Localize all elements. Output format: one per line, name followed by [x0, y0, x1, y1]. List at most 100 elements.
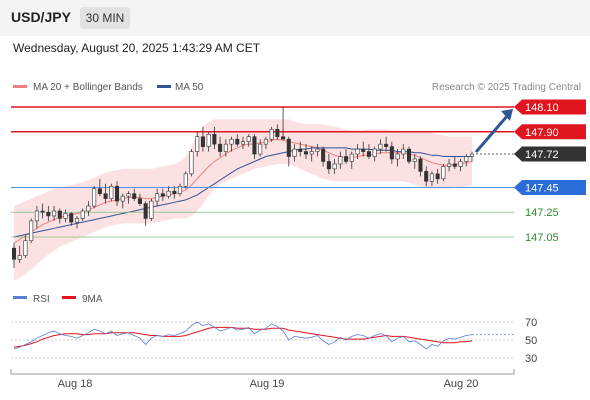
legend-ma20-label: MA 20 + Bollinger Bands — [33, 82, 143, 93]
candle-body — [407, 148, 412, 162]
x-tick-label: Aug 19 — [250, 378, 285, 390]
candle-body — [229, 138, 234, 145]
candle-body — [115, 185, 120, 202]
candle-body — [218, 143, 223, 152]
level-label-2: 147.72 — [525, 149, 559, 161]
candle-body — [429, 173, 434, 182]
timeframe-button[interactable]: 30 MIN — [80, 7, 130, 29]
level-label-5: 147.05 — [525, 232, 559, 244]
candle-body — [103, 193, 108, 199]
candle-body — [447, 163, 452, 167]
candle-body — [189, 151, 194, 175]
level-label-1: 147.90 — [525, 127, 559, 139]
rsi-ma9-line — [13, 326, 473, 348]
candle-body — [29, 220, 34, 242]
candle-body — [17, 255, 22, 260]
candle-body — [212, 133, 217, 145]
legend-9ma-label: 9MA — [82, 294, 103, 305]
candle-body — [263, 138, 268, 145]
forecast-arrow-head — [501, 109, 513, 121]
top-bar: USD/JPY 30 MIN — [0, 0, 590, 36]
candle-body — [132, 193, 137, 199]
legend-ma50-label: MA 50 — [175, 82, 204, 93]
candle-body — [338, 156, 343, 165]
candle-body — [183, 173, 188, 187]
level-tag-2 — [514, 146, 586, 162]
legend-ma20-swatch — [13, 85, 27, 88]
x-tick-label: Aug 20 — [444, 378, 479, 390]
candle-body — [378, 143, 383, 150]
time-axis — [10, 369, 515, 375]
candle-body — [23, 240, 28, 256]
candle-body — [355, 148, 360, 155]
candle-body — [321, 148, 326, 162]
candle-body — [349, 153, 354, 162]
candle-body — [74, 218, 79, 223]
candle-body — [240, 141, 246, 145]
candle-body — [63, 213, 68, 219]
candle-body — [246, 136, 251, 142]
candle-body — [344, 156, 349, 162]
candle-body — [435, 173, 440, 180]
candle-body — [372, 148, 377, 157]
source-label: Research © 2025 Trading Central — [432, 82, 581, 93]
candle-body — [80, 210, 85, 219]
candle-body — [92, 188, 97, 207]
candle-body — [200, 136, 205, 147]
candle-body — [137, 198, 142, 204]
candle-body — [109, 185, 114, 199]
candle-body — [326, 161, 331, 170]
candle-body — [120, 195, 125, 202]
symbol-label: USD/JPY — [11, 9, 71, 25]
candle-body — [384, 143, 389, 147]
rsi-line — [13, 321, 473, 350]
legend-rsi-swatch — [13, 296, 27, 299]
candle-body — [401, 148, 406, 155]
candle-body — [166, 190, 171, 197]
candle-body — [332, 163, 337, 170]
legend-9ma-swatch — [62, 296, 76, 299]
candle-body — [303, 151, 308, 155]
candle-body — [126, 193, 131, 197]
candle-body — [366, 151, 371, 157]
level-label-3: 147.45 — [525, 182, 559, 194]
candle-body — [424, 171, 429, 182]
candle-body — [40, 210, 45, 213]
candle-body — [69, 213, 74, 223]
legend-ma50-swatch — [157, 85, 171, 88]
ma50-line — [13, 147, 472, 238]
candle-body — [458, 161, 463, 167]
candle-body — [361, 148, 366, 152]
candle-body — [412, 158, 417, 162]
candle-body — [52, 210, 57, 217]
rsi-tick-label: 70 — [525, 317, 537, 329]
candle-body — [395, 153, 400, 160]
candle-body — [389, 146, 394, 160]
x-tick-label: Aug 18 — [58, 378, 93, 390]
candle-body — [441, 166, 446, 180]
candle-body — [97, 188, 102, 194]
candle-body — [275, 128, 280, 138]
level-tag-3 — [514, 179, 586, 195]
candle-body — [315, 148, 320, 152]
candle-body — [235, 138, 240, 145]
candle-body — [155, 193, 160, 202]
candle-body — [206, 133, 211, 147]
rsi-tick-label: 30 — [525, 353, 537, 365]
level-tag-0 — [514, 99, 586, 115]
candle-body — [160, 193, 165, 197]
candle-body — [172, 190, 177, 194]
candle-body — [309, 151, 314, 155]
chart-datetime: Wednesday, August 20, 2025 1:43:29 AM CE… — [13, 41, 261, 55]
candle-body — [86, 205, 91, 212]
candle-body — [195, 136, 200, 152]
candle-body — [223, 143, 228, 152]
level-tag-1 — [514, 124, 586, 140]
candle-body — [178, 185, 183, 194]
candle-body — [11, 247, 17, 260]
bollinger-band — [14, 119, 472, 281]
candle-body — [46, 211, 51, 217]
forecast-arrow-line — [474, 114, 510, 154]
level-label-0: 148.10 — [525, 102, 559, 114]
